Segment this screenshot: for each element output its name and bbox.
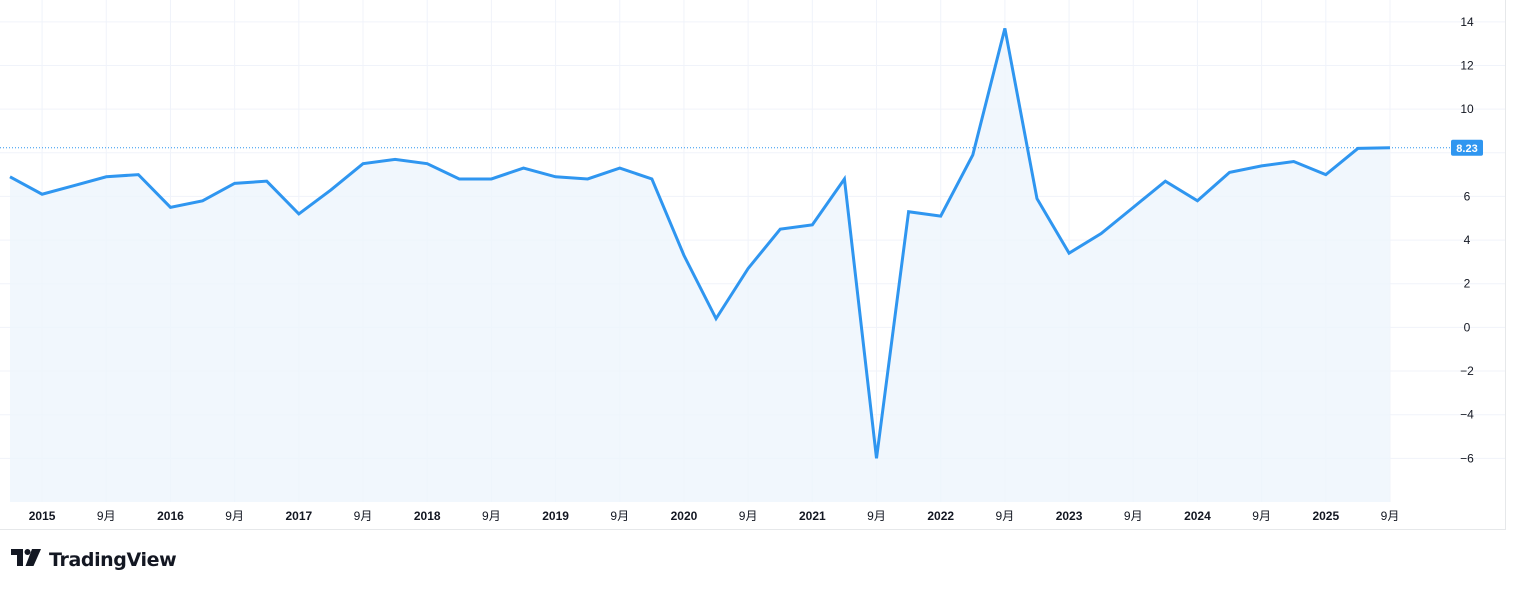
y-tick-label: 10 [1460,102,1474,116]
data-point[interactable] [1162,178,1168,184]
data-point[interactable] [39,191,45,197]
data-point[interactable] [1323,172,1329,178]
x-tick-label: 2017 [285,509,312,523]
brand-name: TradingView [49,549,177,571]
data-point[interactable] [841,176,847,182]
x-tick-label: 2024 [1184,509,1211,523]
chart-frame: 14 12 10 6 4 2 0 −2 −4 −6 2015 9月 2016 9月 2017 9月 2018 9… [0,0,1506,530]
data-point[interactable] [1291,159,1297,165]
data-point[interactable] [809,222,815,228]
y-tick-label: 6 [1464,189,1471,203]
y-tick-label: 2 [1464,277,1471,291]
data-point[interactable] [1259,163,1265,169]
data-point[interactable] [713,316,719,322]
data-point[interactable] [264,178,270,184]
series-area-fill [10,28,1390,503]
x-tick-label: 2019 [542,509,569,523]
x-tick-label: 9月 [996,509,1015,523]
data-point[interactable] [777,226,783,232]
x-tick-label: 2022 [927,509,954,523]
data-point[interactable] [392,156,398,162]
x-tick-label: 9月 [739,509,758,523]
x-tick-label: 2015 [29,509,56,523]
series-line[interactable] [9,28,1391,459]
x-tick-label: 9月 [482,509,501,523]
data-point[interactable] [103,174,109,180]
data-point[interactable] [135,172,141,178]
x-tick-label: 2020 [671,509,698,523]
x-tick-label: 9月 [867,509,886,523]
data-point[interactable] [328,187,334,193]
data-point[interactable] [360,161,366,167]
data-point[interactable] [1098,231,1104,237]
y-tick-label: 4 [1464,233,1471,247]
y-tick-label: 14 [1460,15,1474,29]
last-value-badge-bg [1451,139,1483,156]
x-tick-label: 9月 [610,509,629,523]
data-point[interactable] [1002,25,1008,31]
x-tick-label: 9月 [354,509,373,523]
data-point[interactable] [970,152,976,158]
data-point[interactable] [296,211,302,217]
data-point[interactable] [456,176,462,182]
data-point[interactable] [1387,145,1393,151]
last-value-label: 8.23 [1456,143,1477,155]
data-point[interactable] [681,252,687,258]
x-tick-label: 9月 [97,509,116,523]
data-point[interactable] [7,174,13,180]
x-tick-label: 2025 [1312,509,1339,523]
data-point[interactable] [1194,198,1200,204]
data-point[interactable] [71,183,77,189]
y-tick-label: 0 [1464,320,1471,334]
brand-logo[interactable]: TradingView [11,547,177,573]
x-tick-label: 9月 [1252,509,1271,523]
x-axis-ticks: 2015 9月 2016 9月 2017 9月 2018 9月 2019 9月 2020 9月 2021… [29,509,1400,523]
data-point[interactable] [745,265,751,271]
data-point[interactable] [1066,250,1072,256]
data-point[interactable] [232,180,238,186]
y-axis-ticks: 14 12 10 6 4 2 0 −2 −4 −6 [1460,15,1474,466]
data-point[interactable] [488,176,494,182]
data-point[interactable] [649,176,655,182]
y-tick-label: −2 [1460,364,1474,378]
data-point[interactable] [424,161,430,167]
x-tick-label: 2016 [157,509,184,523]
data-point[interactable] [1034,196,1040,202]
data-point[interactable] [938,213,944,219]
data-point[interactable] [1355,145,1361,151]
data-point[interactable] [906,209,912,215]
x-tick-label: 2018 [414,509,441,523]
data-point[interactable] [553,174,559,180]
data-point[interactable] [1227,169,1233,175]
y-tick-label: 12 [1460,58,1474,72]
data-point[interactable] [617,165,623,171]
data-point[interactable] [200,198,206,204]
line-chart[interactable]: 14 12 10 6 4 2 0 −2 −4 −6 2015 9月 2016 9月 2017 9月 2018 9… [0,0,1506,530]
y-tick-label: −4 [1460,408,1474,422]
data-point[interactable] [874,455,880,461]
x-tick-label: 2023 [1056,509,1083,523]
data-point[interactable] [520,165,526,171]
data-point[interactable] [1130,204,1136,210]
tradingview-logo-icon [11,548,43,572]
last-value-badge: 8.23 [1451,139,1483,156]
x-tick-label: 9月 [1381,509,1400,523]
data-point[interactable] [167,204,173,210]
y-tick-label: −6 [1460,451,1474,465]
x-tick-label: 9月 [1124,509,1143,523]
x-tick-label: 2021 [799,509,826,523]
data-point[interactable] [585,176,591,182]
x-tick-label: 9月 [225,509,244,523]
